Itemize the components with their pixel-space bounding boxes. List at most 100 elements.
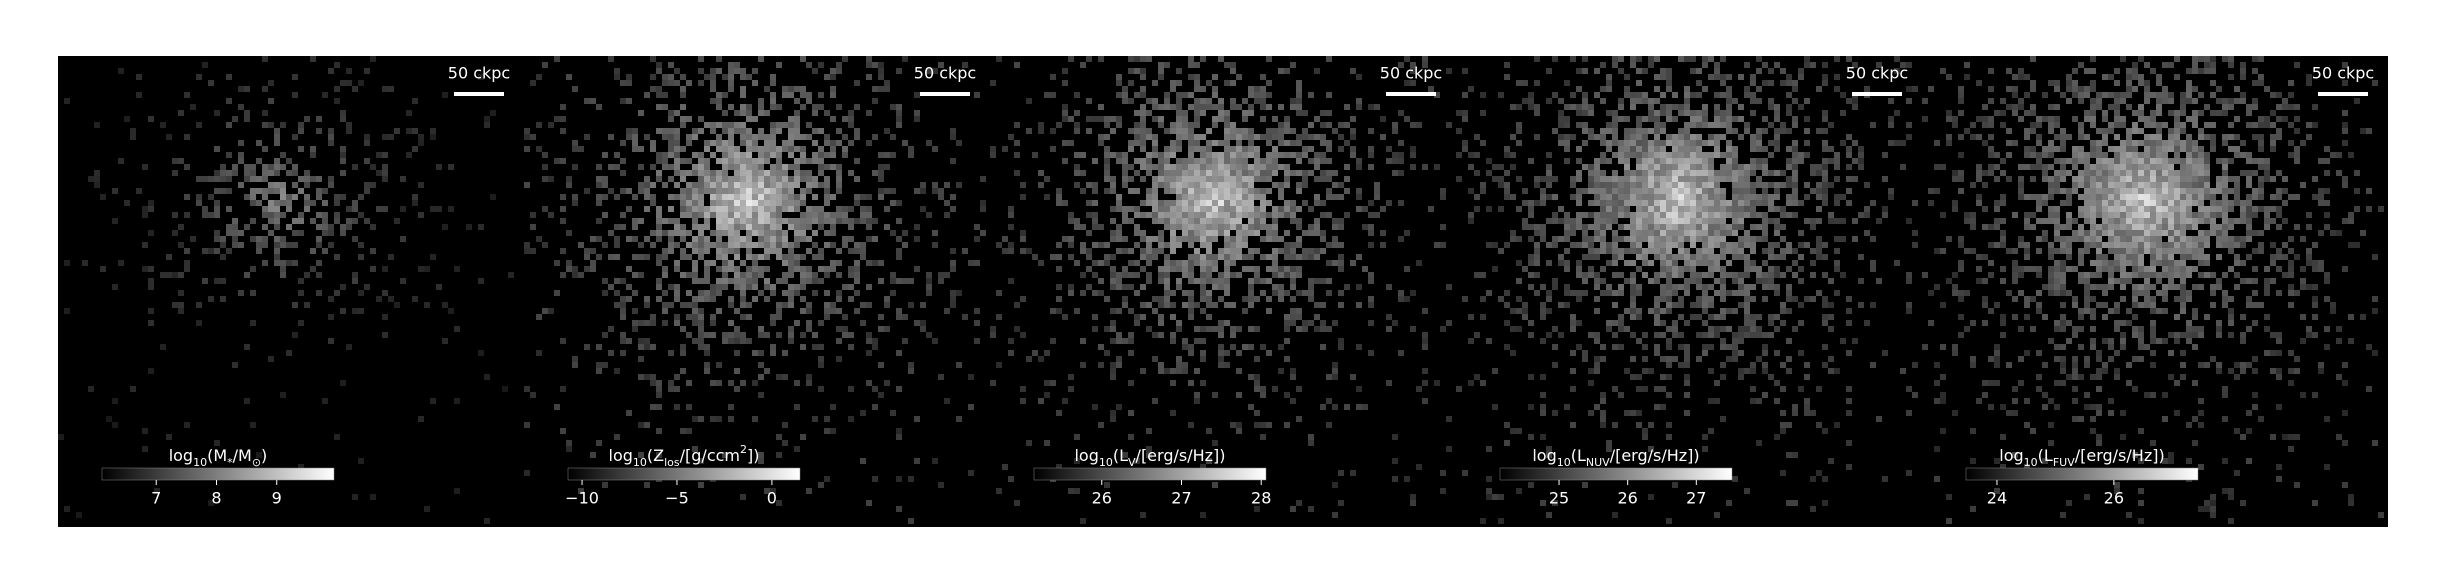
image-pixel bbox=[542, 242, 548, 248]
image-pixel bbox=[1786, 422, 1792, 428]
image-pixel bbox=[800, 146, 806, 152]
image-pixel bbox=[782, 164, 788, 170]
image-pixel bbox=[722, 224, 728, 230]
image-pixel bbox=[1576, 212, 1582, 218]
image-pixel bbox=[824, 194, 830, 200]
image-pixel bbox=[1642, 332, 1648, 338]
image-pixel bbox=[1212, 176, 1218, 182]
image-pixel bbox=[1684, 248, 1690, 254]
image-pixel bbox=[1660, 296, 1666, 302]
image-pixel bbox=[340, 170, 346, 176]
image-pixel bbox=[806, 308, 812, 314]
image-pixel bbox=[1696, 248, 1702, 254]
image-pixel bbox=[788, 122, 794, 128]
image-pixel bbox=[328, 182, 334, 188]
image-pixel bbox=[854, 308, 860, 314]
image-pixel bbox=[1834, 266, 1840, 272]
image-pixel bbox=[1774, 380, 1780, 386]
image-pixel bbox=[1296, 290, 1302, 296]
image-pixel bbox=[202, 278, 208, 284]
image-pixel bbox=[950, 158, 956, 164]
image-pixel bbox=[1696, 170, 1702, 176]
image-pixel bbox=[1008, 224, 1014, 230]
image-pixel bbox=[728, 200, 734, 206]
colorbar-label: log10(LV/[erg/s/Hz]) bbox=[1074, 446, 1225, 469]
image-pixel bbox=[1690, 134, 1696, 140]
image-pixel bbox=[674, 290, 680, 296]
image-pixel bbox=[1952, 272, 1958, 278]
image-pixel bbox=[1744, 122, 1750, 128]
image-pixel bbox=[1708, 296, 1714, 302]
image-pixel bbox=[770, 290, 776, 296]
image-pixel bbox=[950, 266, 956, 272]
image-pixel bbox=[1684, 362, 1690, 368]
image-pixel bbox=[1762, 332, 1768, 338]
image-pixel bbox=[812, 230, 818, 236]
image-pixel bbox=[1642, 164, 1648, 170]
image-pixel bbox=[758, 146, 764, 152]
image-pixel bbox=[196, 122, 202, 128]
image-pixel bbox=[1696, 218, 1702, 224]
image-pixel bbox=[728, 212, 734, 218]
image-pixel bbox=[274, 218, 280, 224]
image-pixel bbox=[1786, 164, 1792, 170]
image-pixel bbox=[1774, 194, 1780, 200]
image-pixel bbox=[1654, 278, 1660, 284]
image-pixel bbox=[1510, 350, 1516, 356]
image-pixel bbox=[686, 242, 692, 248]
image-pixel bbox=[1362, 404, 1368, 410]
image-pixel bbox=[848, 122, 854, 128]
image-pixel bbox=[770, 218, 776, 224]
image-pixel bbox=[1786, 200, 1792, 206]
image-pixel bbox=[836, 296, 842, 302]
image-pixel bbox=[638, 452, 644, 458]
image-pixel bbox=[890, 188, 896, 194]
image-pixel bbox=[1212, 440, 1218, 446]
image-pixel bbox=[1110, 236, 1116, 242]
image-pixel bbox=[1738, 326, 1744, 332]
image-pixel bbox=[680, 224, 686, 230]
image-pixel bbox=[680, 188, 686, 194]
image-pixel bbox=[1296, 110, 1302, 116]
image-pixel bbox=[304, 194, 310, 200]
image-pixel bbox=[1642, 98, 1648, 104]
image-pixel bbox=[1356, 104, 1362, 110]
image-pixel bbox=[704, 260, 710, 266]
image-pixel bbox=[1152, 332, 1158, 338]
image-pixel bbox=[1302, 200, 1308, 206]
image-pixel bbox=[746, 146, 752, 152]
image-pixel bbox=[1648, 212, 1654, 218]
image-pixel bbox=[542, 176, 548, 182]
image-pixel bbox=[1606, 158, 1612, 164]
image-pixel bbox=[794, 200, 800, 206]
image-pixel bbox=[932, 188, 938, 194]
image-pixel bbox=[722, 452, 728, 458]
image-pixel bbox=[1134, 158, 1140, 164]
image-pixel bbox=[1248, 146, 1254, 152]
image-pixel bbox=[1762, 158, 1768, 164]
image-pixel bbox=[644, 194, 650, 200]
image-pixel bbox=[1428, 86, 1434, 92]
image-pixel bbox=[788, 92, 794, 98]
image-pixel bbox=[1732, 356, 1738, 362]
image-pixel bbox=[542, 206, 548, 212]
image-pixel bbox=[1588, 242, 1594, 248]
image-pixel bbox=[554, 158, 560, 164]
image-pixel bbox=[770, 488, 776, 494]
image-pixel bbox=[782, 194, 788, 200]
image-pixel bbox=[704, 296, 710, 302]
image-pixel bbox=[698, 458, 704, 464]
image-pixel bbox=[1534, 248, 1540, 254]
image-pixel bbox=[1110, 218, 1116, 224]
image-pixel bbox=[1840, 218, 1846, 224]
image-pixel bbox=[1606, 194, 1612, 200]
image-pixel bbox=[1672, 290, 1678, 296]
image-pixel bbox=[1038, 356, 1044, 362]
image-pixel bbox=[1636, 212, 1642, 218]
image-pixel bbox=[728, 80, 734, 86]
image-pixel bbox=[662, 308, 668, 314]
image-pixel bbox=[824, 152, 830, 158]
image-pixel bbox=[1194, 80, 1200, 86]
image-pixel bbox=[1702, 248, 1708, 254]
image-pixel bbox=[1290, 170, 1296, 176]
